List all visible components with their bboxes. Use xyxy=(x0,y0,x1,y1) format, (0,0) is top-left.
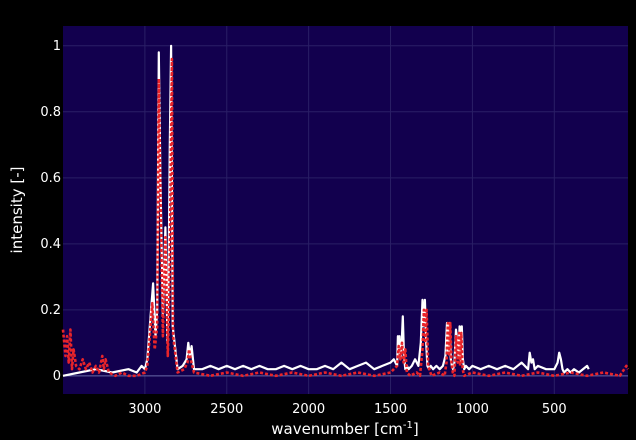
series-layer xyxy=(61,44,630,378)
x-axis-title-sup: -1 xyxy=(403,420,413,431)
y-tick-label: 0.4 xyxy=(40,237,61,252)
x-tick-label: 1500 xyxy=(374,402,407,417)
x-tick-label: 2500 xyxy=(210,402,243,417)
y-tick-label: 0 xyxy=(53,369,61,384)
x-axis-title-main: wavenumber [cm xyxy=(271,420,403,438)
x-tick-label: 2000 xyxy=(292,402,325,417)
y-tick-label: 0.8 xyxy=(40,105,61,120)
y-axis-ticks: 0 0.2 0.4 0.6 0.8 1 xyxy=(40,39,61,384)
y-axis-title: intensity [-] xyxy=(8,167,26,254)
y-tick-label: 1 xyxy=(53,39,61,54)
y-tick-label: 0.6 xyxy=(40,171,61,186)
x-axis-title: wavenumber [cm-1] xyxy=(271,420,418,438)
x-tick-label: 500 xyxy=(542,402,567,417)
x-tick-label: 1000 xyxy=(456,402,489,417)
y-tick-label: 0.2 xyxy=(40,303,61,318)
x-tick-label: 3000 xyxy=(128,402,161,417)
x-axis-title-suffix: ] xyxy=(413,420,419,438)
x-axis-ticks: 3000 2500 2000 1500 1000 500 xyxy=(128,402,566,417)
series-red-dotted-line[interactable] xyxy=(61,57,630,378)
